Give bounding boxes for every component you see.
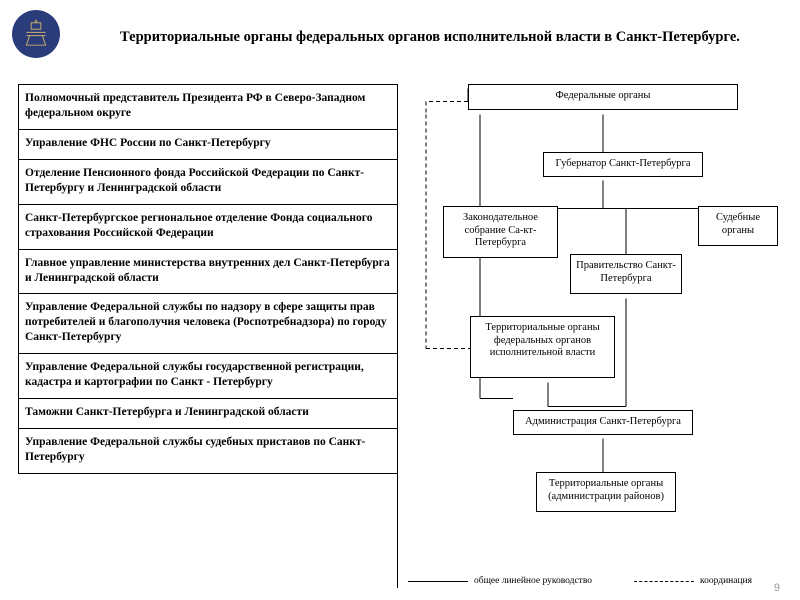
org-node-prav: Правительство Санкт-Петербурга <box>570 254 682 294</box>
organs-table: Полномочный представитель Президента РФ … <box>18 84 398 588</box>
table-row: Таможни Санкт-Петербурга и Ленинградской… <box>18 399 397 429</box>
table-row: Санкт-Петербургское региональное отделен… <box>18 205 397 250</box>
org-node-fed: Федеральные органы <box>468 84 738 110</box>
table-row: Главное управление министерства внутренн… <box>18 250 397 295</box>
page-number: 9 <box>774 582 780 594</box>
table-row: Управление Федеральной службы по надзору… <box>18 294 397 354</box>
table-row: Управление ФНС России по Санкт-Петербург… <box>18 130 397 160</box>
org-node-adm: Администрация Санкт-Петербурга <box>513 410 693 435</box>
org-node-gov: Губернатор Санкт-Петербурга <box>543 152 703 177</box>
table-row: Управление Федеральной службы судебных п… <box>18 429 397 474</box>
table-row: Отделение Пенсионного фонда Российской Ф… <box>18 160 397 205</box>
page-title: Территориальные органы федеральных орган… <box>100 28 760 48</box>
legend-solid-label: общее линейное руководство <box>474 576 592 586</box>
legend-dash-label: координация <box>700 576 752 586</box>
legend: общее линейное руководство координация <box>408 576 788 586</box>
org-node-zak: Законодательное собрание Са-кт-Петербург… <box>443 206 558 258</box>
org-node-sud: Судебные органы <box>698 206 778 246</box>
org-node-terr: Территориальные органы федеральных орган… <box>470 316 615 378</box>
coat-of-arms-icon <box>20 18 52 50</box>
table-row: Полномочный представитель Президента РФ … <box>18 85 397 130</box>
legend-dash-line <box>634 581 694 582</box>
table-row: Управление Федеральной службы государств… <box>18 354 397 399</box>
org-chart: общее линейное руководство координация Ф… <box>408 84 788 588</box>
logo-badge <box>12 10 60 58</box>
content-area: Полномочный представитель Президента РФ … <box>18 84 788 588</box>
org-node-rayon: Территориальные органы (администрации ра… <box>536 472 676 512</box>
legend-solid-line <box>408 581 468 582</box>
